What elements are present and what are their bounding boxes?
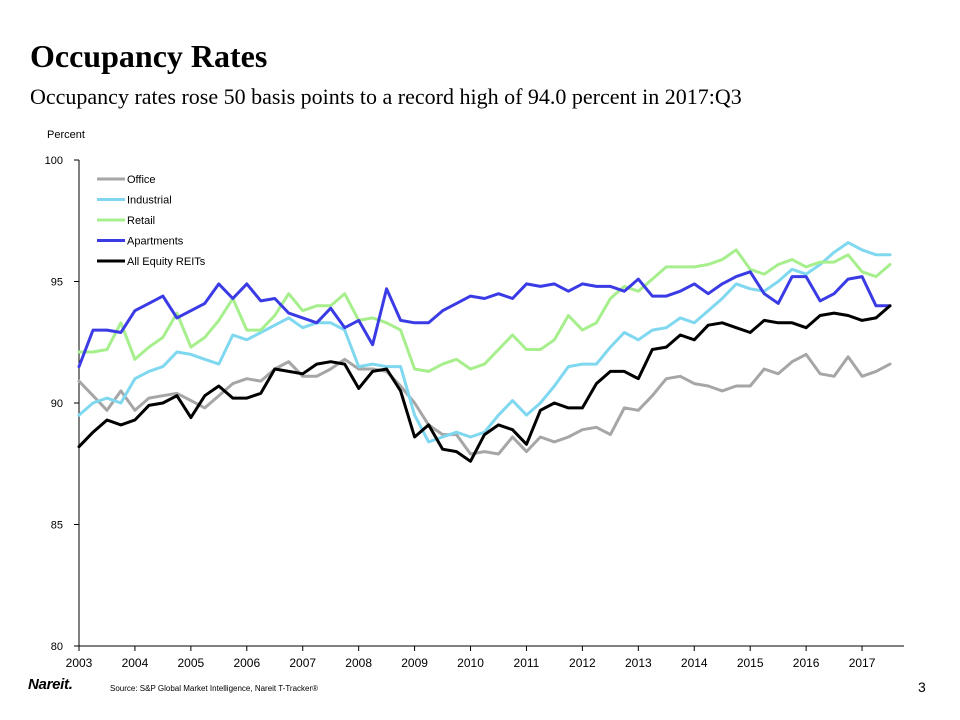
slide-subtitle: Occupancy rates rose 50 basis points to … <box>30 84 742 109</box>
x-tick-label: 2009 <box>401 656 428 670</box>
x-tick-label: 2005 <box>178 656 205 670</box>
series-line-all-equity-reits <box>77 304 892 463</box>
series-line-apartments <box>77 270 892 369</box>
nareit-logo: Nareit. <box>28 676 73 693</box>
x-tick-label: 2013 <box>625 656 652 670</box>
y-tick-label: 95 <box>51 277 63 289</box>
legend-label: Apartments <box>127 236 184 248</box>
x-tick-label: 2003 <box>66 656 93 670</box>
x-tick-label: 2014 <box>681 656 708 670</box>
source-note: Source: S&P Global Market Intelligence, … <box>110 684 319 693</box>
y-axis-label: Percent <box>47 129 85 141</box>
y-tick-label: 90 <box>51 398 63 410</box>
slide-title: Occupancy Rates <box>30 38 268 74</box>
page-number: 3 <box>918 679 926 695</box>
y-tick-label: 85 <box>51 520 63 532</box>
x-tick-label: 2004 <box>122 656 149 670</box>
x-tick-label: 2012 <box>569 656 596 670</box>
y-tick-label: 100 <box>45 155 63 167</box>
series-line-retail <box>77 248 892 373</box>
series-line-industrial <box>77 241 892 444</box>
y-tick-label: 80 <box>51 641 63 653</box>
legend-label: Industrial <box>127 195 172 207</box>
legend-label: All Equity REITs <box>127 256 206 268</box>
x-tick-label: 2010 <box>457 656 484 670</box>
x-tick-label: 2017 <box>849 656 876 670</box>
x-tick-label: 2011 <box>514 656 540 670</box>
legend-label: Retail <box>127 215 155 227</box>
x-tick-label: 2016 <box>793 656 820 670</box>
series-line-office <box>77 352 892 456</box>
x-tick-label: 2015 <box>737 656 764 670</box>
x-tick-label: 2008 <box>345 656 372 670</box>
x-tick-label: 2007 <box>289 656 316 670</box>
legend-label: Office <box>127 174 156 186</box>
x-tick-label: 2006 <box>233 656 260 670</box>
